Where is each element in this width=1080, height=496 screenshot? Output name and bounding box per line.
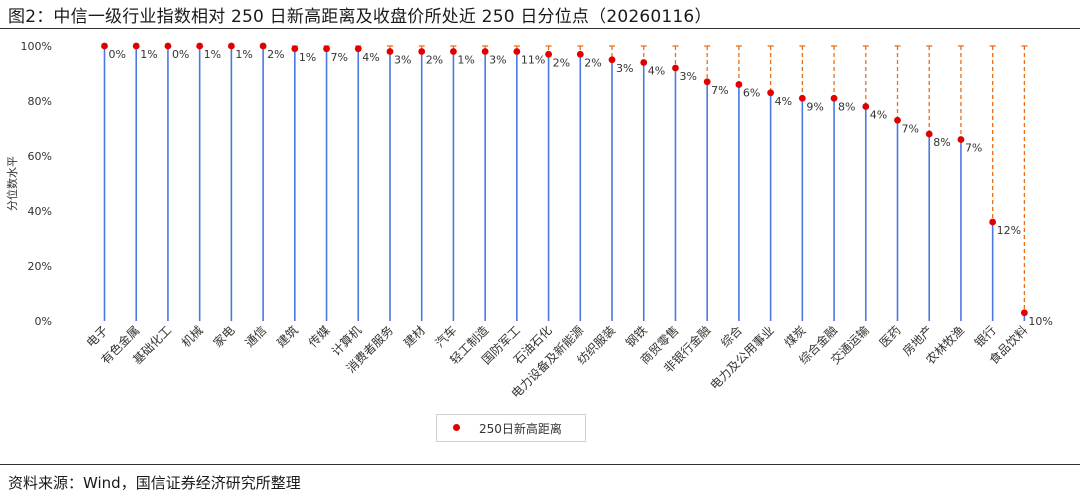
gap-label: 4%	[648, 65, 665, 78]
high-point	[957, 136, 965, 143]
high-point	[798, 94, 806, 102]
gap-label: 3%	[489, 54, 506, 67]
y-axis: 0% 20% 40% 60% 80% 100%	[21, 40, 52, 328]
y-tick-label: 20%	[28, 260, 52, 273]
high-point	[481, 48, 489, 55]
gap-label: 7%	[902, 122, 919, 135]
high-point	[450, 48, 457, 55]
high-points	[101, 42, 1028, 317]
gap-label: 7%	[711, 84, 728, 97]
high-point	[703, 78, 711, 86]
high-point	[1020, 309, 1028, 317]
high-point	[735, 81, 743, 88]
gap-label: 7%	[331, 51, 348, 64]
high-point	[862, 103, 870, 110]
gap-label: 3%	[394, 54, 411, 67]
gap-label: 4%	[775, 95, 792, 108]
legend: 250日新高距离	[436, 414, 586, 442]
high-point	[989, 218, 997, 226]
gap-labels: 0% 1% 0% 1% 1% 2% 1% 7% 4% 3% 2% 1% 3% 11% 2% 2% 3% 4% 3% 7…	[109, 48, 1053, 328]
gap-label: 12%	[997, 224, 1021, 237]
high-point	[323, 45, 330, 53]
gap-label: 8%	[838, 100, 855, 113]
x-category-label: 煤炭	[782, 323, 809, 350]
high-point	[101, 42, 108, 50]
y-tick-label: 0%	[35, 315, 52, 328]
gap-label: 2%	[426, 54, 443, 67]
gap-lines	[291, 45, 1028, 313]
y-tick-label: 100%	[21, 40, 52, 53]
x-category-label: 汽车	[432, 323, 460, 351]
high-point	[545, 50, 552, 58]
high-point	[132, 42, 140, 50]
gap-label: 1%	[204, 48, 221, 61]
gap-label: 1%	[299, 51, 316, 64]
gap-label: 8%	[933, 136, 950, 149]
x-category-label: 钢铁	[623, 323, 650, 350]
high-point	[164, 42, 172, 50]
gap-label: 1%	[235, 48, 252, 61]
x-category-label: 家电	[210, 323, 238, 351]
gap-label: 2%	[553, 56, 570, 69]
gap-label: 0%	[172, 48, 189, 61]
gap-label: 3%	[616, 62, 633, 75]
gap-label: 10%	[1028, 315, 1052, 328]
legend-label: 250日新高距离	[479, 422, 562, 436]
x-category-label: 通信	[242, 323, 269, 350]
high-point	[259, 42, 267, 50]
high-point	[354, 45, 362, 53]
high-point	[291, 45, 299, 53]
x-category-label: 建筑	[273, 323, 301, 351]
x-category-label: 建材	[401, 323, 428, 350]
percentile-lines	[103, 46, 1026, 321]
x-category-label: 银行	[972, 323, 999, 350]
high-point	[767, 89, 775, 97]
x-category-label: 医药	[877, 323, 904, 350]
high-point	[830, 94, 838, 102]
high-point	[608, 56, 616, 64]
gap-label: 2%	[584, 56, 601, 69]
gap-label: 2%	[267, 48, 284, 61]
legend-marker-icon	[453, 424, 460, 431]
high-point	[386, 48, 394, 55]
title-divider	[0, 28, 1080, 29]
high-point	[513, 48, 521, 55]
footer-divider	[0, 464, 1080, 465]
gap-label: 4%	[870, 109, 887, 122]
y-tick-label: 80%	[28, 95, 52, 108]
high-point	[894, 116, 901, 124]
gap-label: 1%	[140, 48, 157, 61]
lollipop-chart: 0% 20% 40% 60% 80% 100% 分位数水平 0% 1% 0% 1% 1% 2% 1% 7…	[5, 40, 1053, 401]
high-point	[227, 42, 235, 50]
high-point	[640, 59, 648, 66]
gap-label: 7%	[965, 142, 982, 155]
gap-label: 11%	[521, 54, 545, 67]
y-tick-label: 40%	[28, 205, 52, 218]
chart-title: 图2：中信一级行业指数相对 250 日新高距离及收盘价所处近 250 日分位点（…	[8, 7, 712, 27]
gap-label: 4%	[362, 51, 379, 64]
gap-label: 3%	[679, 70, 696, 83]
gap-label: 0%	[109, 48, 126, 61]
high-point	[925, 130, 933, 138]
x-category-label: 机械	[178, 323, 206, 351]
x-category-label: 传媒	[305, 323, 333, 351]
y-axis-label: 分位数水平	[5, 156, 19, 211]
high-point	[672, 64, 679, 72]
high-point	[576, 50, 584, 58]
gap-label: 1%	[457, 54, 474, 67]
high-point	[418, 48, 426, 55]
y-tick-label: 60%	[28, 150, 52, 163]
source-note: 资料来源：Wind，国信证券经济研究所整理	[8, 474, 301, 492]
x-category-label: 电子	[84, 323, 111, 350]
x-category-label: 综合	[717, 323, 745, 351]
gap-label: 9%	[806, 100, 823, 113]
high-point	[196, 42, 204, 50]
gap-label: 6%	[743, 87, 760, 100]
